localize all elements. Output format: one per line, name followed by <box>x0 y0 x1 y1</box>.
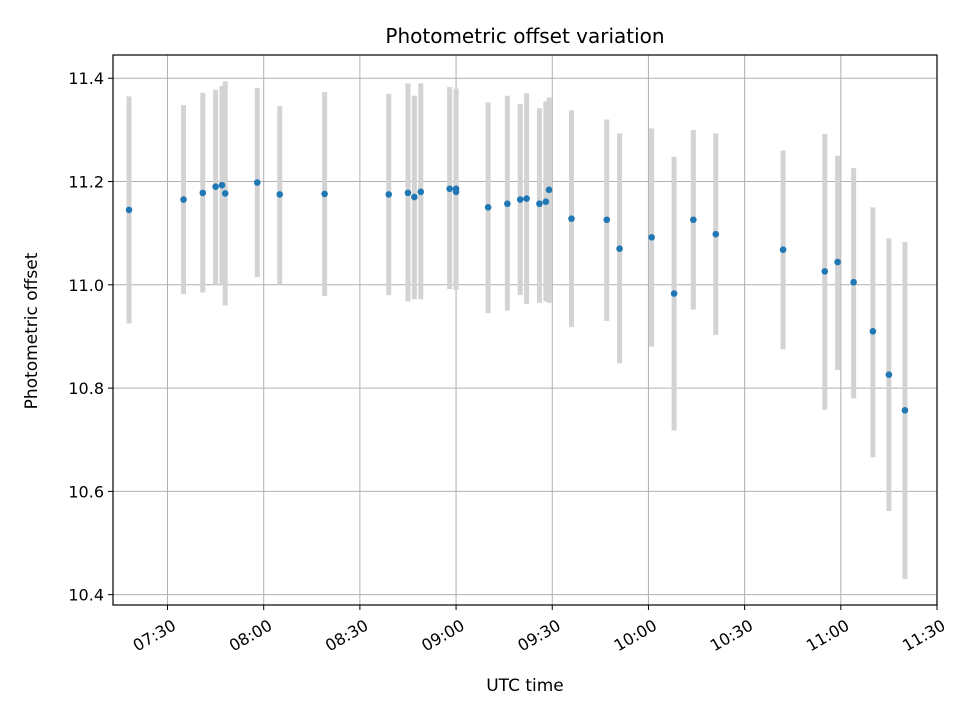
data-point <box>484 204 492 211</box>
y-tick-label: 11.4 <box>68 69 104 88</box>
data-point <box>821 268 829 275</box>
data-point <box>404 189 412 197</box>
data-point <box>212 183 219 190</box>
data-point <box>648 234 655 241</box>
data-point <box>446 185 453 193</box>
data-point <box>385 191 393 198</box>
data-point <box>545 186 553 194</box>
data-point <box>616 245 623 252</box>
data-point <box>199 189 207 197</box>
y-tick-label: 10.8 <box>68 379 104 398</box>
data-point <box>712 230 720 238</box>
data-point <box>276 191 284 198</box>
data-point <box>523 195 530 202</box>
data-point <box>321 190 328 198</box>
data-point <box>504 200 511 208</box>
data-point <box>125 206 133 214</box>
data-point <box>516 196 524 203</box>
data-point <box>885 371 893 378</box>
chart-title: Photometric offset variation <box>385 24 664 48</box>
y-tick-label: 11.2 <box>68 173 104 192</box>
y-axis-label: Photometric offset <box>22 252 42 409</box>
data-point <box>670 290 678 297</box>
y-tick-label: 10.4 <box>68 586 104 605</box>
data-point <box>603 216 611 224</box>
data-point <box>779 246 787 253</box>
data-point <box>901 407 909 414</box>
data-point <box>568 215 575 223</box>
x-axis-label: UTC time <box>486 676 564 696</box>
data-point <box>869 327 877 335</box>
plot-frame <box>112 54 938 606</box>
data-point <box>417 188 425 196</box>
data-point <box>411 193 418 201</box>
data-point <box>180 196 187 203</box>
data-points <box>125 179 909 414</box>
data-point <box>452 188 460 196</box>
data-point <box>218 181 226 189</box>
data-point <box>850 278 857 286</box>
data-point <box>690 216 697 224</box>
data-point <box>542 198 550 205</box>
data-point <box>536 200 543 208</box>
y-tick-label: 10.6 <box>68 482 104 501</box>
data-point <box>834 258 841 266</box>
data-point <box>221 190 229 197</box>
y-axis-ticks: 10.4 10.6 10.8 11.0 11.2 11.4 <box>68 69 113 605</box>
data-point <box>253 179 261 186</box>
y-tick-label: 11.0 <box>68 276 104 295</box>
